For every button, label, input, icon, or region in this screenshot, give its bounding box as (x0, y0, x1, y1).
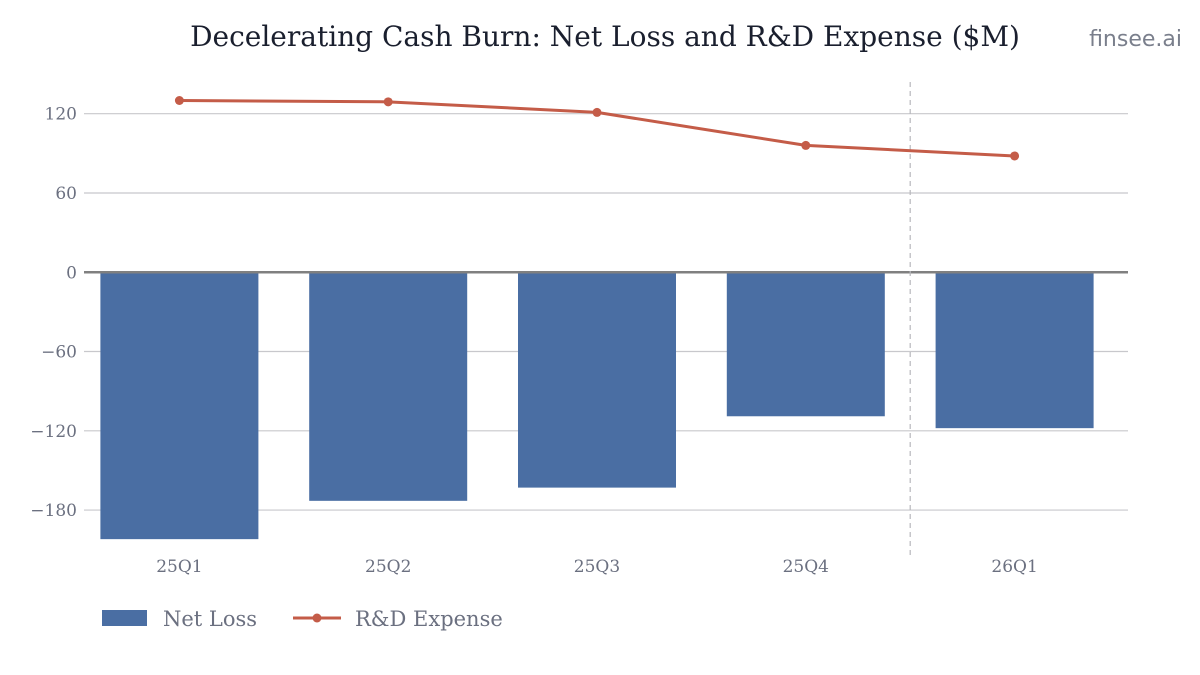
bar-net-loss-25q4 (726, 272, 885, 417)
legend: Net Loss R&D Expense (102, 607, 503, 631)
x-axis-tick-labels: 25Q1 25Q2 25Q3 25Q4 26Q1 (156, 557, 1038, 577)
y-tick-label: −120 (30, 422, 77, 442)
legend-marker-rd-expense (312, 613, 322, 623)
x-tick-label: 25Q1 (156, 557, 202, 577)
legend-label-net-loss: Net Loss (163, 607, 257, 631)
x-tick-label: 25Q3 (574, 557, 620, 577)
y-tick-label: −180 (30, 501, 77, 521)
point-rd-expense-25q1 (174, 95, 184, 105)
rd-expense-series (174, 95, 1020, 161)
x-tick-label: 25Q4 (783, 557, 829, 577)
bar-net-loss-26q1 (935, 272, 1094, 429)
net-loss-bars (100, 272, 1094, 540)
bar-net-loss-25q1 (100, 272, 259, 540)
watermark: finsee.ai (1089, 27, 1182, 52)
point-rd-expense-26q1 (1010, 151, 1020, 161)
y-tick-label: 60 (55, 184, 77, 204)
y-tick-label: 120 (45, 105, 77, 125)
x-tick-label: 26Q1 (991, 557, 1037, 577)
y-axis-tick-labels: 120 60 0 −60 −120 −180 (30, 105, 77, 521)
bar-net-loss-25q2 (309, 272, 468, 501)
x-tick-label: 25Q2 (365, 557, 411, 577)
y-tick-label: −60 (41, 343, 77, 363)
point-rd-expense-25q4 (801, 140, 811, 150)
chart-title: Decelerating Cash Burn: Net Loss and R&D… (190, 20, 1020, 53)
point-rd-expense-25q3 (592, 107, 602, 117)
y-tick-label: 0 (66, 263, 77, 283)
point-rd-expense-25q2 (383, 97, 393, 107)
bar-net-loss-25q3 (518, 272, 676, 488)
legend-swatch-net-loss (102, 610, 147, 626)
legend-label-rd-expense: R&D Expense (355, 607, 503, 631)
